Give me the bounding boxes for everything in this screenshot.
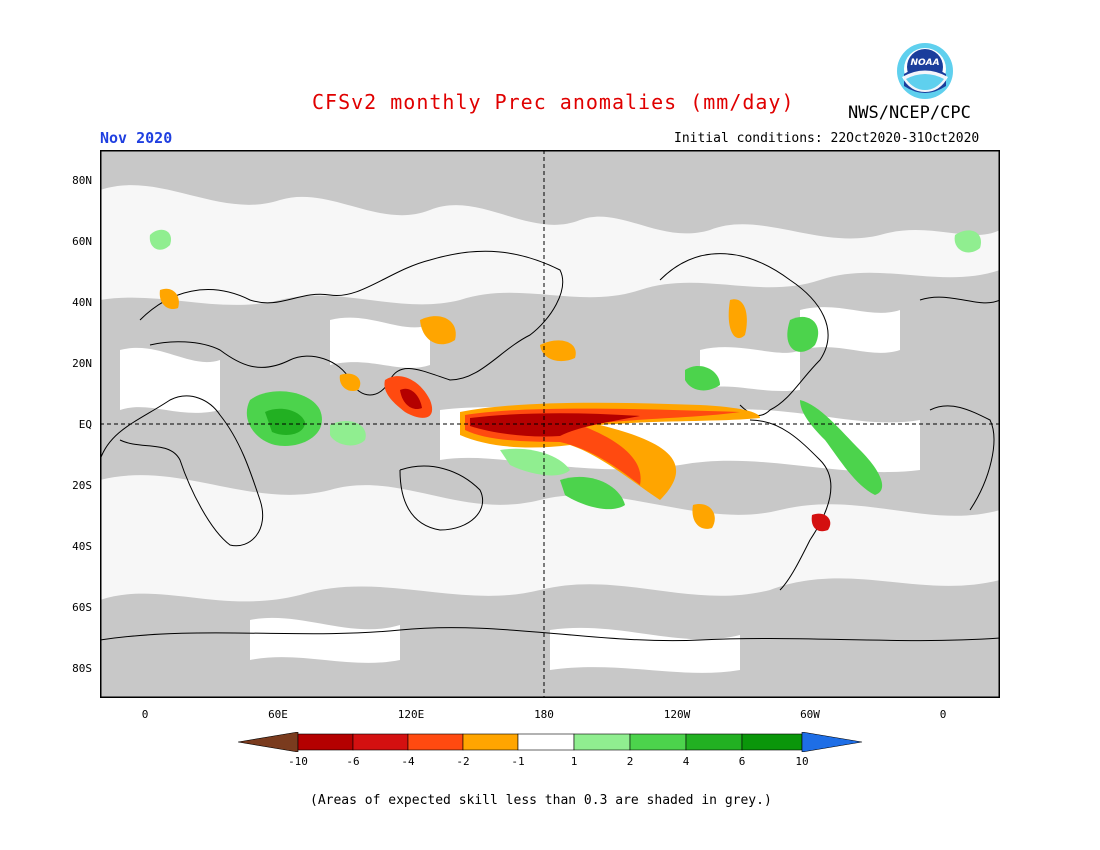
color-bin	[573, 733, 631, 751]
colorbar-label: 6	[738, 755, 746, 768]
color-bin	[352, 733, 409, 751]
colorbar-label: 10	[795, 755, 809, 768]
lon-label: 180	[534, 708, 554, 721]
lat-label: 40S	[72, 540, 92, 553]
positive-anomaly-areas	[149, 229, 981, 510]
color-bin	[517, 733, 575, 751]
color-bin	[238, 732, 299, 752]
lat-label: 80N	[72, 174, 92, 187]
color-bin	[629, 733, 687, 751]
negative-anomaly-areas	[159, 288, 831, 532]
lat-label: EQ	[78, 418, 92, 431]
lat-label: 80S	[72, 662, 92, 675]
lat-label: 60N	[72, 235, 92, 248]
color-bin	[685, 733, 743, 751]
svg-text:NOAA: NOAA	[910, 58, 939, 68]
agency-label: NWS/NCEP/CPC	[848, 103, 971, 123]
colorbar-label: -10	[288, 755, 308, 768]
skill-note: (Areas of expected skill less than 0.3 a…	[310, 793, 772, 808]
precip-anomaly-map	[100, 150, 1000, 698]
colorbar-label: -4	[401, 755, 415, 768]
noaa-logo-icon: NOAA	[897, 43, 953, 99]
lat-label: 20N	[72, 357, 92, 370]
initial-conditions: Initial conditions: 22Oct2020-31Oct2020	[674, 131, 980, 146]
colorbar-label: 4	[682, 755, 690, 768]
lon-label: 0	[141, 708, 149, 721]
lat-label: 20S	[72, 479, 92, 492]
color-scale-bar	[238, 732, 863, 752]
colorbar-label: -6	[346, 755, 360, 768]
lon-label: 0	[939, 708, 947, 721]
coastlines	[100, 250, 1000, 642]
lon-label: 60W	[800, 708, 820, 721]
forecast-month: Nov 2020	[100, 129, 173, 147]
color-bin	[462, 733, 519, 751]
lat-label: 60S	[72, 601, 92, 614]
map-title: CFSv2 monthly Prec anomalies (mm/day)	[312, 90, 795, 114]
color-bin	[297, 733, 354, 751]
lon-label: 120E	[397, 708, 425, 721]
color-bin	[741, 733, 803, 751]
colorbar-label: 1	[570, 755, 578, 768]
lon-label: 120W	[663, 708, 691, 721]
color-bin	[801, 732, 863, 752]
colorbar-label: 2	[626, 755, 634, 768]
colorbar-label: -2	[456, 755, 470, 768]
reference-lines	[100, 150, 1000, 698]
lon-label: 60E	[268, 708, 288, 721]
lat-label: 40N	[72, 296, 92, 309]
colorbar-label: -1	[511, 755, 525, 768]
color-bin	[407, 733, 464, 751]
